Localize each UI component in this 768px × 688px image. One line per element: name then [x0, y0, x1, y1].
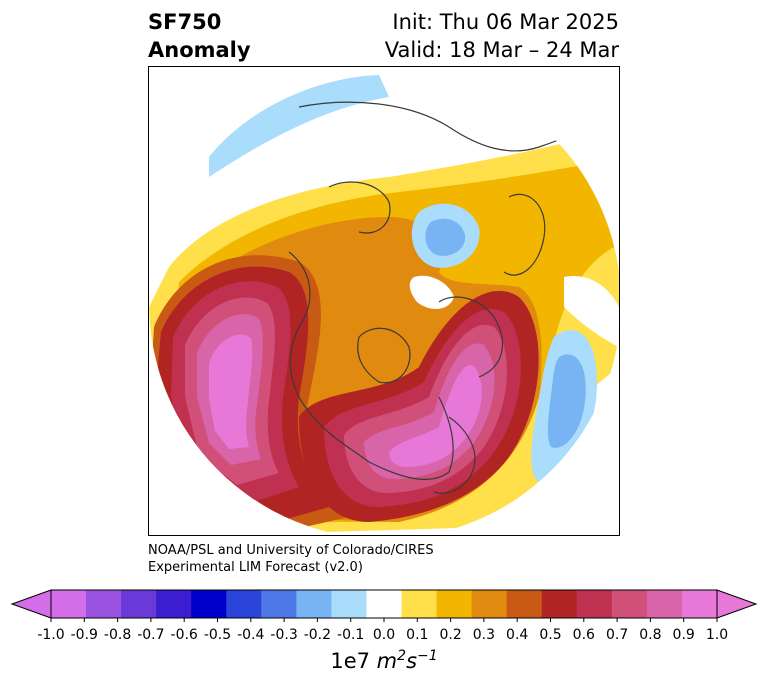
colorbar-tick-label: 0.4 [506, 627, 529, 643]
valid-range: Valid: 18 Mar – 24 Mar [384, 38, 619, 62]
colorbar-bin-7 [296, 590, 332, 618]
credit-text: NOAA/PSL and University of Colorado/CIRE… [148, 542, 434, 576]
plot-title-right: Init: Thu 06 Mar 2025 Valid: 18 Mar – 24… [385, 8, 619, 64]
colorbar-bin-12 [471, 590, 508, 618]
plot-title-left: SF750 Anomaly [148, 8, 251, 64]
colorbar-tick-label: 0.7 [605, 627, 629, 643]
units-m: m [376, 649, 398, 673]
colorbar-bin-4 [191, 590, 227, 618]
anomaly-map-svg [149, 75, 619, 535]
variable-type: Anomaly [148, 38, 251, 62]
anomaly-field [149, 75, 619, 535]
colorbar-tick-label: 0.6 [572, 627, 595, 643]
units-prefix: 1e7 [330, 649, 370, 673]
colorbar-extend-high [716, 589, 758, 619]
colorbar-tick-label: 1.0 [705, 627, 729, 643]
colorbar-bin-17 [646, 590, 683, 618]
colorbar-bin-6 [261, 590, 297, 618]
variable-name: SF750 [148, 10, 222, 34]
units-s-exp: −1 [417, 648, 438, 664]
colorbar-tick-label: -0.3 [270, 627, 298, 643]
colorbar-bin-15 [576, 590, 613, 618]
units-s: s [406, 649, 418, 673]
colorbar-tick-label: -0.8 [103, 627, 132, 643]
colorbar-bin-18 [681, 590, 718, 618]
colorbar-tick-label: 0.8 [639, 627, 662, 643]
colorbar-bin-5 [226, 590, 262, 618]
colorbar-tick-label: -0.5 [203, 627, 232, 643]
colorbar-tick-label: -0.6 [170, 627, 198, 643]
polar-map [148, 66, 620, 536]
colorbar-bin-11 [436, 590, 473, 618]
colorbar-tick-label: 0.3 [472, 627, 496, 643]
colorbar-tick-label: -0.1 [337, 627, 365, 643]
colorbar-tick-label: -0.4 [237, 627, 265, 643]
colorbar-tick-label: 0.9 [672, 627, 695, 643]
colorbar-bin-14 [541, 590, 578, 618]
colorbar-tick-label: 0.0 [372, 627, 396, 643]
colorbar-tick-label: -0.2 [303, 627, 332, 643]
colorbar-bin-16 [611, 590, 648, 618]
colorbar-tick-label: -0.7 [137, 627, 165, 643]
colorbar-bin-1 [86, 590, 122, 618]
colorbar-bin-8 [331, 590, 367, 618]
colorbar-bin-3 [156, 590, 192, 618]
colorbar-units: 1e7 m2s−1 [0, 648, 768, 673]
units-m-exp: 2 [397, 648, 407, 664]
colorbar-bin-13 [506, 590, 543, 618]
colorbar-tick-label: 0.2 [439, 627, 462, 643]
colorbar-bin-2 [121, 590, 157, 618]
credit-line-1: NOAA/PSL and University of Colorado/CIRE… [148, 543, 434, 558]
colorbar-tick-label: 0.1 [406, 627, 429, 643]
credit-line-2: Experimental LIM Forecast (v2.0) [148, 560, 363, 575]
colorbar-bin-10 [401, 590, 438, 618]
colorbar-bin-9 [366, 590, 403, 618]
colorbar-tick-label: 0.5 [539, 627, 562, 643]
colorbar-tick-label: -1.0 [37, 627, 65, 643]
init-date: Init: Thu 06 Mar 2025 [392, 10, 619, 34]
colorbar-bin-0 [51, 590, 87, 618]
colorbar-tick-label: -0.9 [70, 627, 98, 643]
colorbar-extend-low [10, 589, 52, 619]
colorbar [10, 589, 758, 622]
